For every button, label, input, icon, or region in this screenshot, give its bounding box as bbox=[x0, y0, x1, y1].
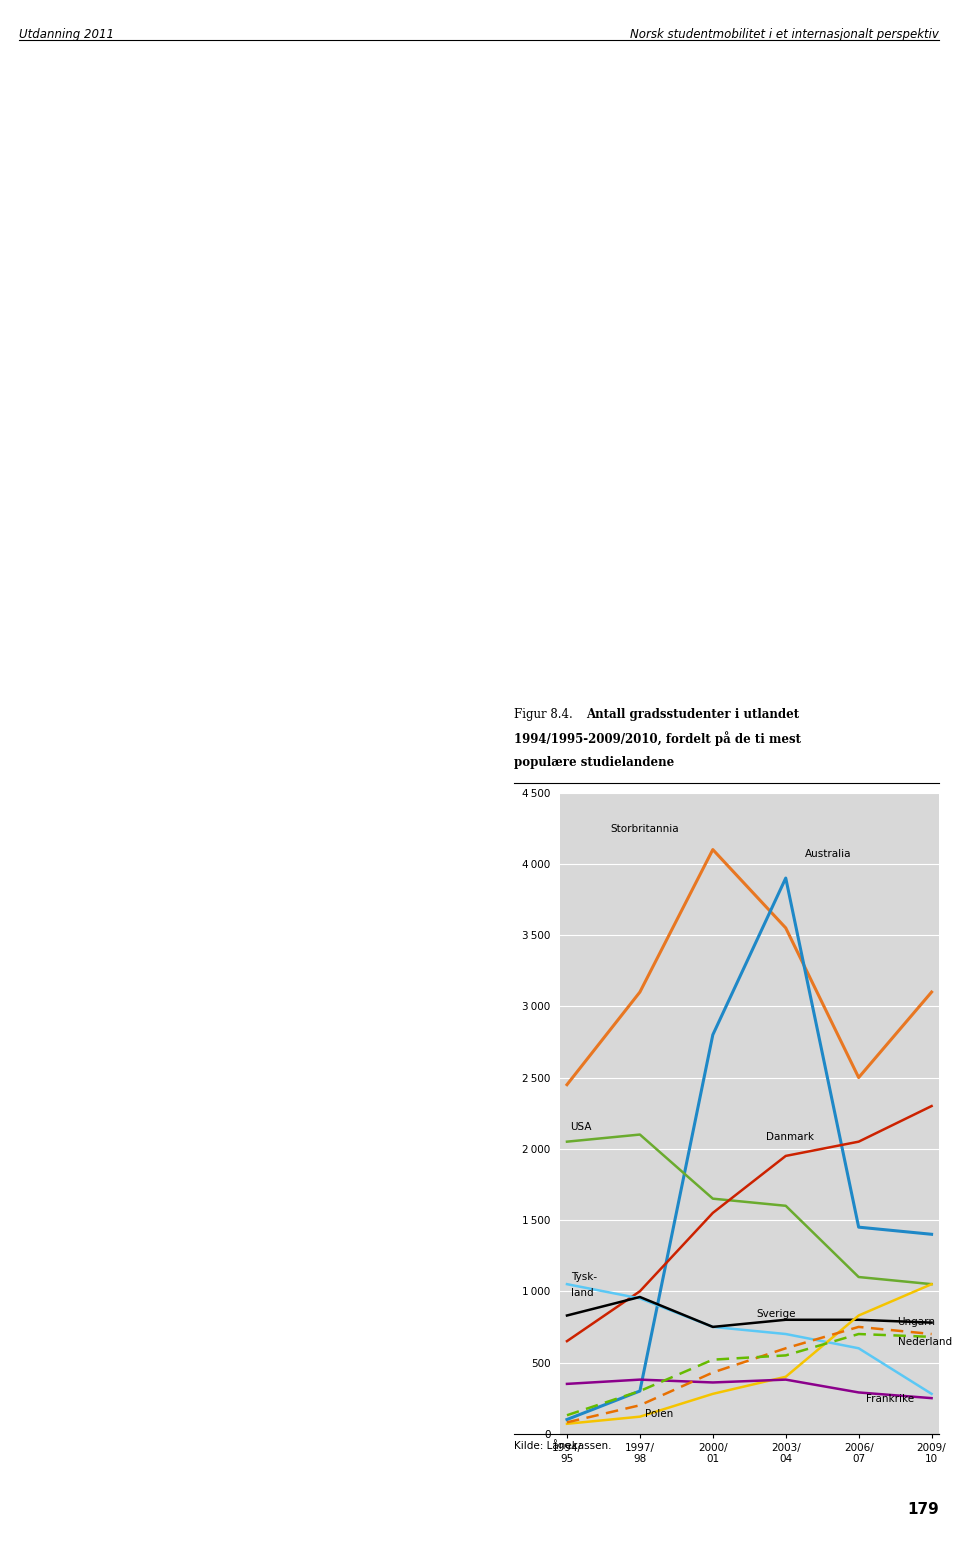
Text: Utdanning 2011: Utdanning 2011 bbox=[19, 28, 114, 40]
Text: Figur 8.4.: Figur 8.4. bbox=[514, 708, 580, 720]
Text: Nederland: Nederland bbox=[898, 1338, 951, 1347]
Text: Polen: Polen bbox=[645, 1409, 673, 1418]
Text: Antall gradsstudenter i utlandet: Antall gradsstudenter i utlandet bbox=[586, 708, 799, 720]
Text: Kilde: Lånekassen.: Kilde: Lånekassen. bbox=[514, 1441, 612, 1451]
Text: 179: 179 bbox=[907, 1502, 939, 1517]
Text: Norsk studentmobilitet i et internasjonalt perspektiv: Norsk studentmobilitet i et internasjona… bbox=[630, 28, 939, 40]
Text: USA: USA bbox=[570, 1122, 592, 1132]
Text: Frankrike: Frankrike bbox=[866, 1395, 914, 1404]
Text: land: land bbox=[570, 1287, 593, 1298]
Text: Danmark: Danmark bbox=[766, 1132, 814, 1142]
Text: Ungarn: Ungarn bbox=[898, 1318, 936, 1327]
Text: Storbritannia: Storbritannia bbox=[611, 825, 680, 834]
Text: populære studielandene: populære studielandene bbox=[514, 756, 674, 768]
Text: Australia: Australia bbox=[805, 848, 852, 859]
Text: Sverige: Sverige bbox=[756, 1309, 796, 1319]
Text: 1994/1995-2009/2010, fordelt på de ti mest: 1994/1995-2009/2010, fordelt på de ti me… bbox=[514, 731, 801, 746]
Text: Tysk-: Tysk- bbox=[570, 1272, 597, 1282]
